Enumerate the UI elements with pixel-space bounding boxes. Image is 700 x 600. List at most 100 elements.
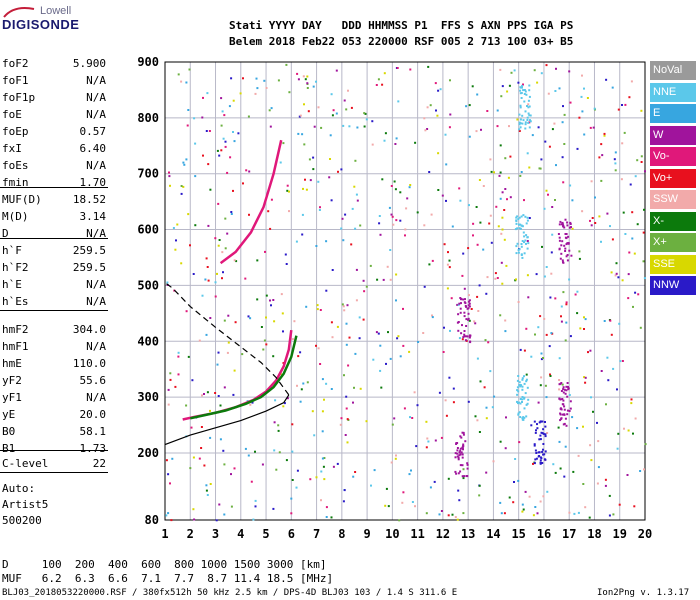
- echo-cluster-dot: [565, 233, 568, 235]
- echo-dot: [514, 458, 517, 460]
- echo-dot: [291, 338, 294, 341]
- param-row-ye: yE 20.0: [2, 406, 106, 423]
- echo-dot: [565, 321, 568, 324]
- param-separator: [0, 238, 108, 239]
- echo-dot: [488, 222, 491, 225]
- echo-dot: [299, 114, 302, 117]
- param-separator: [0, 187, 108, 188]
- echo-dot: [227, 314, 230, 317]
- echo-dot: [263, 79, 266, 82]
- echo-dot: [272, 355, 275, 358]
- echo-dot: [636, 223, 639, 226]
- echo-dot: [500, 261, 503, 264]
- echo-cluster-dot: [463, 311, 466, 314]
- echo-dot: [448, 126, 451, 129]
- echo-dot: [423, 224, 426, 227]
- echo-dot: [428, 263, 431, 266]
- echo-dot: [499, 440, 502, 443]
- echo-cluster-dot: [460, 298, 462, 301]
- echo-dot: [617, 108, 620, 111]
- echo-dot: [550, 332, 553, 335]
- echo-dot: [468, 104, 471, 107]
- echo-dot: [504, 319, 507, 322]
- echo-dot: [390, 461, 393, 464]
- echo-cluster-dot: [463, 330, 466, 332]
- echo-dot: [226, 351, 229, 354]
- echo-dot: [572, 470, 575, 473]
- echo-dot: [553, 122, 556, 125]
- echo-dot: [202, 154, 204, 157]
- echo-dot: [311, 410, 314, 413]
- echo-cluster-dot: [520, 215, 523, 218]
- echo-dot: [242, 182, 244, 185]
- echo-dot: [269, 125, 272, 128]
- echo-cluster-dot: [518, 216, 521, 219]
- echo-dot: [593, 107, 596, 110]
- echo-dot: [344, 213, 347, 216]
- echo-dot: [220, 124, 223, 127]
- echo-cluster-dot: [519, 416, 522, 418]
- echo-cluster-dot: [520, 224, 523, 227]
- echo-dot: [353, 185, 356, 188]
- echo-dot: [504, 330, 507, 333]
- echo-dot: [335, 112, 338, 115]
- param-value: 55.6: [79, 374, 107, 387]
- echo-dot: [486, 110, 489, 112]
- echo-dot: [547, 92, 550, 95]
- echo-cluster-dot: [515, 252, 518, 255]
- echo-dot: [345, 108, 348, 111]
- echo-cluster-dot: [519, 89, 522, 92]
- echo-dot: [608, 514, 611, 517]
- echo-cluster-dot: [542, 443, 545, 445]
- echo-dot: [306, 75, 309, 78]
- echo-dot: [206, 266, 209, 268]
- echo-dot: [499, 197, 502, 200]
- echo-dot: [214, 237, 217, 240]
- echo-dot: [262, 348, 265, 351]
- echo-dot: [501, 85, 504, 88]
- echo-cluster-dot: [516, 242, 519, 245]
- echo-dot: [409, 184, 412, 186]
- echo-dot: [398, 519, 401, 522]
- echo-cluster-dot: [454, 456, 457, 459]
- echo-dot: [540, 352, 543, 355]
- echo-dot: [468, 294, 470, 297]
- echo-dot: [571, 416, 574, 419]
- echo-dot: [244, 447, 247, 450]
- param-name: foEp: [2, 125, 29, 138]
- echo-dot: [200, 426, 203, 428]
- echo-dot: [587, 351, 589, 354]
- echo-dot: [589, 349, 592, 352]
- echo-dot: [482, 248, 485, 251]
- echo-dot: [320, 126, 323, 129]
- echo-cluster-dot: [564, 236, 567, 239]
- echo-dot: [335, 69, 338, 72]
- echo-cluster-dot: [521, 385, 524, 388]
- echo-dot: [303, 143, 306, 146]
- echo-dot: [522, 508, 525, 511]
- echo-dot: [371, 120, 374, 123]
- echo-dot: [532, 514, 535, 517]
- echo-cluster-dot: [466, 335, 469, 338]
- echo-cluster-dot: [517, 375, 520, 377]
- echo-dot: [476, 419, 479, 422]
- echo-cluster-dot: [527, 242, 530, 245]
- echo-dot: [590, 396, 592, 399]
- echo-dot: [524, 490, 527, 493]
- echo-dot: [545, 396, 548, 399]
- echo-dot: [185, 310, 188, 313]
- echo-dot: [265, 294, 268, 297]
- echo-dot: [528, 495, 531, 498]
- echo-cluster-dot: [521, 388, 524, 391]
- echo-dot: [628, 251, 631, 254]
- auto-code: 500200: [2, 514, 42, 527]
- echo-dot: [325, 289, 328, 292]
- echo-cluster-dot: [516, 227, 519, 230]
- echo-dot: [284, 253, 287, 256]
- echo-dot: [495, 205, 498, 208]
- echo-dot: [332, 109, 335, 112]
- echo-cluster-dot: [462, 431, 465, 434]
- echo-dot: [473, 320, 476, 323]
- echo-cluster-dot: [560, 382, 563, 384]
- echo-dot: [230, 77, 233, 80]
